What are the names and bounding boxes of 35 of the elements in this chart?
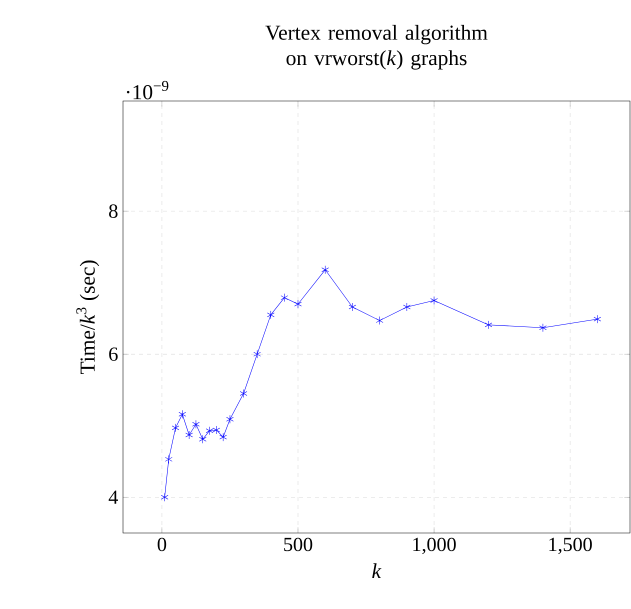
x-tick-label: 1,000 bbox=[413, 538, 456, 554]
point bbox=[172, 424, 180, 432]
point bbox=[253, 350, 261, 358]
point bbox=[321, 266, 329, 274]
point bbox=[178, 410, 186, 419]
y-tick-label: 6 bbox=[109, 347, 118, 361]
point bbox=[206, 426, 214, 435]
point bbox=[539, 323, 547, 332]
point bbox=[294, 300, 302, 308]
point bbox=[403, 302, 411, 312]
point bbox=[430, 296, 438, 305]
point bbox=[212, 426, 220, 434]
point bbox=[348, 302, 356, 312]
x-tick-label: 0 bbox=[158, 538, 166, 552]
x-axis-title: k bbox=[372, 563, 382, 578]
y-tick-label: 4 bbox=[108, 490, 118, 504]
chart-title: Vertex removal algorithm on vrworst(k) graphs bbox=[265, 24, 488, 70]
point bbox=[199, 435, 206, 444]
text: ·10$^{−9}$ bbox=[126, 80, 168, 100]
point bbox=[594, 314, 602, 324]
point bbox=[160, 492, 168, 502]
point bbox=[376, 316, 384, 325]
point bbox=[226, 414, 234, 424]
point bbox=[267, 310, 275, 320]
point bbox=[185, 430, 193, 440]
x-tick-label: 500 bbox=[284, 538, 312, 552]
point bbox=[240, 389, 248, 398]
y-tick-label: 8 bbox=[109, 204, 118, 218]
point bbox=[164, 455, 172, 464]
point bbox=[192, 420, 200, 429]
x-tick-label: 1,500 bbox=[549, 538, 592, 554]
point bbox=[484, 320, 492, 330]
y-axis-title: Time/k$^{3}$ (sec) bbox=[76, 260, 100, 374]
point bbox=[219, 432, 227, 442]
point bbox=[280, 293, 288, 302]
